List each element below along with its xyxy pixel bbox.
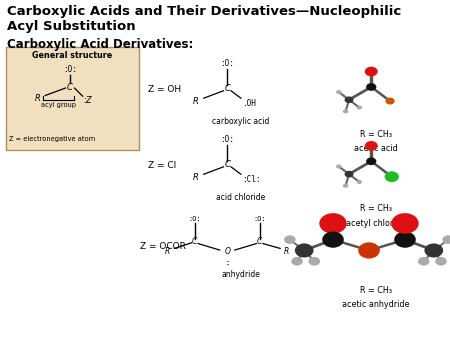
Text: Acyl Substitution: Acyl Substitution <box>7 20 135 33</box>
Text: acyl group: acyl group <box>41 101 76 107</box>
Circle shape <box>356 105 362 110</box>
Text: acid chloride: acid chloride <box>216 193 266 202</box>
Circle shape <box>365 67 378 76</box>
Text: Z = electronegative atom: Z = electronegative atom <box>9 136 95 142</box>
Circle shape <box>358 242 380 259</box>
Circle shape <box>320 213 346 234</box>
Text: R: R <box>193 173 199 183</box>
Circle shape <box>386 98 395 104</box>
Text: :Cl:: :Cl: <box>242 175 261 184</box>
Circle shape <box>284 235 296 244</box>
Text: acetyl chloride: acetyl chloride <box>346 219 405 228</box>
Text: C: C <box>192 237 198 246</box>
Text: .OH: .OH <box>242 99 256 108</box>
Text: :Z: :Z <box>84 96 92 105</box>
Text: C: C <box>224 161 230 169</box>
FancyBboxPatch shape <box>6 47 139 150</box>
Circle shape <box>435 257 447 266</box>
Circle shape <box>343 184 348 188</box>
Text: R = CH₃: R = CH₃ <box>360 130 392 139</box>
Text: ::: :: <box>225 260 230 266</box>
Text: :O:: :O: <box>63 65 77 74</box>
Text: R: R <box>35 94 40 103</box>
Circle shape <box>385 171 399 182</box>
Text: Carboxylic Acid Derivatives:: Carboxylic Acid Derivatives: <box>7 38 193 51</box>
Circle shape <box>336 164 342 168</box>
Text: :O:: :O: <box>189 216 201 222</box>
Circle shape <box>392 213 418 234</box>
Text: General structure: General structure <box>32 51 112 60</box>
Text: C: C <box>257 237 262 246</box>
Text: Z = Cl: Z = Cl <box>148 161 177 170</box>
Text: R: R <box>165 247 170 256</box>
Text: R: R <box>284 247 288 256</box>
Circle shape <box>322 232 344 248</box>
Circle shape <box>356 180 362 184</box>
Circle shape <box>291 257 303 266</box>
Text: Z = OH: Z = OH <box>148 85 182 94</box>
Circle shape <box>309 257 320 266</box>
Circle shape <box>366 158 376 165</box>
Circle shape <box>442 235 450 244</box>
Circle shape <box>424 243 443 258</box>
Text: carboxylic acid: carboxylic acid <box>212 117 270 126</box>
Text: Carboxylic Acids and Their Derivatives—Nucleophilic: Carboxylic Acids and Their Derivatives—N… <box>7 5 401 18</box>
Circle shape <box>345 171 353 177</box>
Text: :O:: :O: <box>253 216 266 222</box>
Text: anhydride: anhydride <box>221 270 260 280</box>
Circle shape <box>336 90 342 94</box>
Text: acetic acid: acetic acid <box>354 144 398 153</box>
Text: acetic anhydride: acetic anhydride <box>342 300 410 309</box>
Circle shape <box>295 243 314 258</box>
Text: C: C <box>67 82 73 92</box>
Text: C: C <box>224 84 230 93</box>
Text: :O:: :O: <box>220 59 234 68</box>
Circle shape <box>394 232 416 248</box>
Text: R = CH₃: R = CH₃ <box>360 204 392 214</box>
Circle shape <box>366 83 376 91</box>
Text: O: O <box>224 247 230 256</box>
Text: :O:: :O: <box>220 136 234 145</box>
Circle shape <box>343 109 348 113</box>
Circle shape <box>365 141 378 151</box>
Text: Z = OCOR: Z = OCOR <box>140 242 185 251</box>
Circle shape <box>345 96 353 103</box>
Text: R: R <box>193 97 199 106</box>
Text: R = CH₃: R = CH₃ <box>360 286 392 295</box>
Circle shape <box>418 257 429 266</box>
